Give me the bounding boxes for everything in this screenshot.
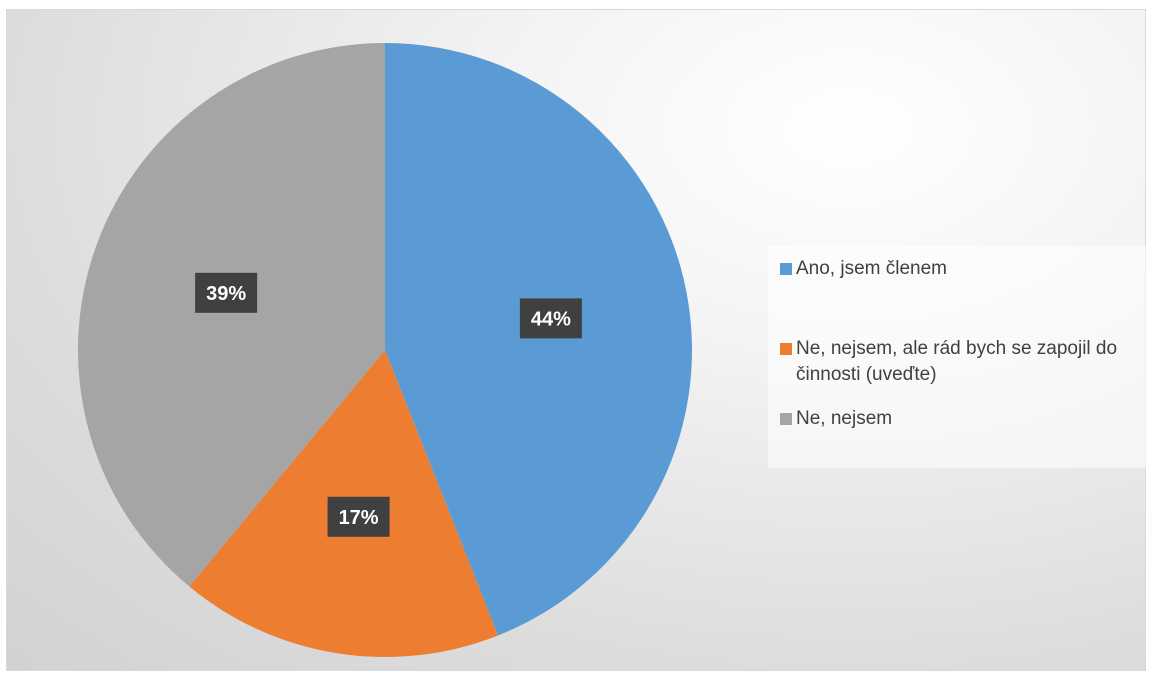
legend-item-ne-rad: Ne, nejsem, ale rád bych se zapojil do č… [780, 336, 1146, 388]
legend-label: Ne, nejsem [796, 408, 893, 429]
data-label-text: 17% [339, 507, 379, 529]
pie-slice [78, 43, 386, 587]
data-label-box [195, 272, 258, 313]
data-label-box [327, 496, 390, 537]
pie-slice [385, 43, 693, 636]
legend-swatch-ne [780, 413, 792, 425]
legend-swatch-ano [780, 263, 792, 275]
chart-area: 44% 17% 39% Ano, jsem členem Ne, nejsem, a… [6, 9, 1151, 671]
data-label-text: 39% [206, 283, 246, 305]
pie-chart: 44% 17% 39% [78, 43, 693, 657]
legend-label: Ano, jsem členem [796, 258, 948, 279]
data-label: 17% [327, 496, 390, 537]
legend: Ano, jsem členem Ne, nejsem, ale rád byc… [768, 246, 1151, 468]
legend-label: Ne, nejsem, ale rád bych se zapojil do č… [796, 338, 1118, 385]
legend-item-ano: Ano, jsem členem [780, 256, 1146, 282]
data-label-box [519, 298, 582, 339]
data-label: 44% [519, 298, 582, 339]
legend-swatch-ne-rad [780, 343, 792, 355]
legend-item-ne: Ne, nejsem [780, 406, 1146, 432]
data-label: 39% [195, 272, 258, 313]
data-label-text: 44% [531, 308, 571, 330]
